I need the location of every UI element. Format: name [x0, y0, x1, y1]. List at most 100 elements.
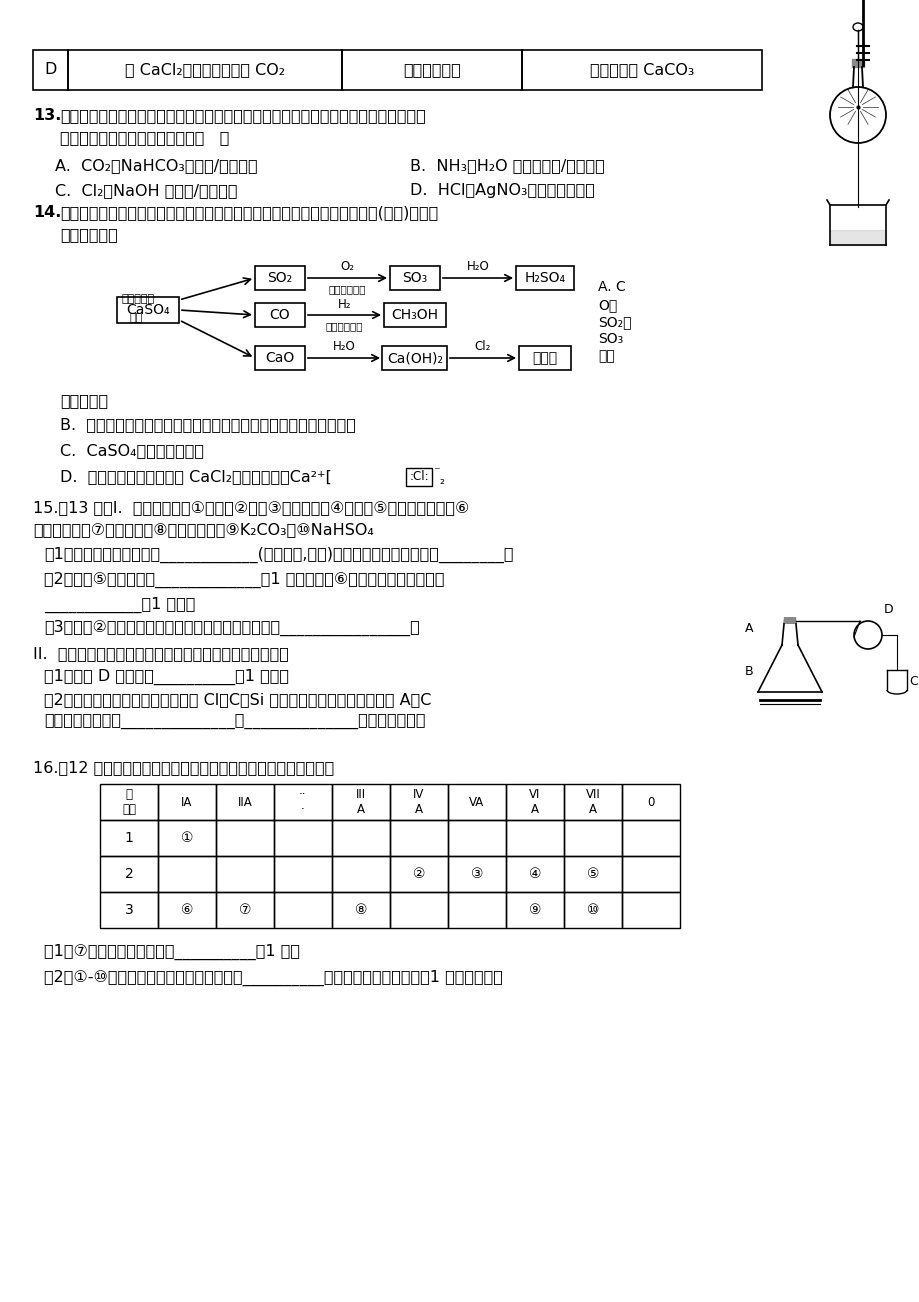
- Bar: [216, 855, 274, 892]
- Text: 向 CaCl₂溶液中通入适量 CO₂: 向 CaCl₂溶液中通入适量 CO₂: [125, 62, 285, 78]
- Bar: [33, 49, 68, 90]
- Text: 13.: 13.: [33, 108, 62, 122]
- Bar: [448, 892, 505, 928]
- Bar: [117, 297, 179, 323]
- Bar: [274, 892, 332, 928]
- Text: D.  HCl（AgNO₃溶液）白色喷泉: D. HCl（AgNO₃溶液）白色喷泉: [410, 184, 595, 198]
- Text: （2）写出⑤的电子式：_____________（1 分）；写出⑥在水中的电离方程式：: （2）写出⑤的电子式：_____________（1 分）；写出⑥在水中的电离方…: [44, 572, 444, 589]
- Bar: [158, 820, 216, 855]
- Text: 产生白色沉淀: 产生白色沉淀: [403, 62, 460, 78]
- Text: Cl₂: Cl₂: [474, 341, 491, 354]
- Bar: [521, 49, 761, 90]
- Text: A. C: A. C: [597, 280, 625, 294]
- Text: 催化剂、加热: 催化剂、加热: [328, 284, 366, 294]
- Text: H₂O: H₂O: [466, 260, 489, 273]
- Text: （1）仪器 D 的名称为__________（1 分）。: （1）仪器 D 的名称为__________（1 分）。: [44, 669, 289, 685]
- Text: ③: ③: [471, 867, 482, 881]
- Text: B.  除去与水反应的两个反应，图示其余转化反应均为氧化还原反应: B. 除去与水反应的两个反应，图示其余转化反应均为氧化还原反应: [60, 417, 356, 432]
- Text: SO₃: SO₃: [597, 332, 622, 346]
- Bar: [390, 784, 448, 820]
- Bar: [621, 892, 679, 928]
- Text: A.  CO₂（NaHCO₃溶液）/无色喷泉: A. CO₂（NaHCO₃溶液）/无色喷泉: [55, 158, 257, 173]
- Text: IV
A: IV A: [413, 788, 425, 816]
- Text: O₂: O₂: [340, 260, 354, 273]
- Bar: [390, 266, 439, 290]
- Text: CaSO₄: CaSO₄: [126, 303, 170, 316]
- Polygon shape: [829, 230, 885, 245]
- Text: ①: ①: [180, 831, 193, 845]
- Bar: [383, 303, 446, 327]
- Text: 说法正确的是: 说法正确的是: [60, 227, 118, 242]
- Text: B.  NH₃（H₂O 中含酚酞）/红色喷泉: B. NH₃（H₂O 中含酚酞）/红色喷泉: [410, 158, 604, 173]
- Bar: [158, 855, 216, 892]
- Text: 14.: 14.: [33, 204, 62, 220]
- Text: ⑤: ⑤: [586, 867, 598, 881]
- Text: Ca(OH)₂: Ca(OH)₂: [387, 352, 443, 365]
- Polygon shape: [782, 617, 796, 624]
- Text: III
A: III A: [356, 788, 366, 816]
- Text: D.  漂白粉的主要成分之一 CaCl₂的电子式为：Ca²⁺[: D. 漂白粉的主要成分之一 CaCl₂的电子式为：Ca²⁺[: [60, 469, 332, 484]
- Text: 3: 3: [124, 904, 133, 917]
- Bar: [390, 820, 448, 855]
- Bar: [255, 266, 305, 290]
- Bar: [68, 49, 342, 90]
- Text: CH₃OH: CH₃OH: [391, 309, 438, 322]
- Bar: [158, 784, 216, 820]
- Text: 硫酸钙是一种用途非常广泛的产品，可用于生产硫酸、漂白粉等一系列物质(如图)。下列: 硫酸钙是一种用途非常广泛的产品，可用于生产硫酸、漂白粉等一系列物质(如图)。下列: [60, 204, 437, 220]
- Bar: [448, 784, 505, 820]
- Bar: [216, 892, 274, 928]
- Text: VI
A: VI A: [528, 788, 540, 816]
- Text: （3）写出②与氢氧化钠溶液反应的离子反应方程式：________________。: （3）写出②与氢氧化钠溶液反应的离子反应方程式：________________…: [44, 620, 419, 637]
- Bar: [255, 303, 305, 327]
- Text: （2）请选择合适药品设计实验验证 Cl、C、Si 的非金属性的变化规律；装置 A、C: （2）请选择合适药品设计实验验证 Cl、C、Si 的非金属性的变化规律；装置 A…: [44, 691, 431, 707]
- Text: ④: ④: [528, 867, 540, 881]
- Bar: [505, 820, 563, 855]
- Bar: [158, 892, 216, 928]
- Text: SO₂: SO₂: [267, 271, 292, 285]
- Bar: [216, 820, 274, 855]
- Text: 2: 2: [124, 867, 133, 881]
- Text: SO₂、: SO₂、: [597, 315, 630, 329]
- Text: ⑥: ⑥: [180, 904, 193, 917]
- Text: ⑧: ⑧: [355, 904, 367, 917]
- Text: ··
·: ·· ·: [299, 788, 306, 816]
- Text: 硫酸铁固体；⑦氢氧化钡；⑧氯化氢气体；⑨K₂CO₃；⑩NaHSO₄: 硫酸铁固体；⑦氢氧化钡；⑧氯化氢气体；⑨K₂CO₃；⑩NaHSO₄: [33, 522, 373, 536]
- Bar: [563, 855, 621, 892]
- Bar: [342, 49, 521, 90]
- Text: VII
A: VII A: [585, 788, 600, 816]
- Text: ②: ②: [413, 867, 425, 881]
- Text: 均是: 均是: [597, 349, 614, 363]
- Text: H₂: H₂: [337, 297, 351, 310]
- Bar: [505, 855, 563, 892]
- Bar: [621, 855, 679, 892]
- Text: H₂O: H₂O: [333, 341, 355, 354]
- Polygon shape: [851, 59, 863, 66]
- Bar: [390, 855, 448, 892]
- Text: 高温: 高温: [130, 312, 142, 323]
- Text: B: B: [744, 665, 753, 678]
- Text: （2）①-⑩对应元素中，非金属性最强的是__________（填元素符号，下同）（1 分），金属性: （2）①-⑩对应元素中，非金属性最强的是__________（填元素符号，下同）…: [44, 970, 503, 986]
- Text: ____________（1 分）。: ____________（1 分）。: [44, 598, 195, 613]
- Text: O、: O、: [597, 298, 617, 312]
- Text: D: D: [883, 603, 892, 616]
- Bar: [100, 820, 158, 855]
- Text: A: A: [744, 622, 753, 635]
- Bar: [563, 820, 621, 855]
- Bar: [621, 784, 679, 820]
- Text: 0: 0: [647, 796, 654, 809]
- Text: 白色沉淀为 CaCO₃: 白色沉淀为 CaCO₃: [589, 62, 694, 78]
- Text: 如图的装置中，干燥烧瓶内盛有某种气体，烧杯和滴管内盛放某种溶液。挤压滴管的胶: 如图的装置中，干燥烧瓶内盛有某种气体，烧杯和滴管内盛放某种溶液。挤压滴管的胶: [60, 108, 425, 122]
- Bar: [255, 346, 305, 370]
- Text: C.  Cl₂（NaOH 溶液）/无色喷泉: C. Cl₂（NaOH 溶液）/无色喷泉: [55, 184, 237, 198]
- Bar: [100, 784, 158, 820]
- Text: CO: CO: [269, 309, 290, 322]
- Bar: [274, 820, 332, 855]
- Ellipse shape: [852, 23, 862, 31]
- Bar: [216, 784, 274, 820]
- Text: IIA: IIA: [237, 796, 252, 809]
- Bar: [516, 266, 573, 290]
- Text: C.  CaSO₄熔点低于碘单质: C. CaSO₄熔点低于碘单质: [60, 443, 204, 458]
- Text: 焦炭、空气: 焦炭、空气: [121, 294, 154, 303]
- Text: IA: IA: [181, 796, 192, 809]
- Bar: [332, 892, 390, 928]
